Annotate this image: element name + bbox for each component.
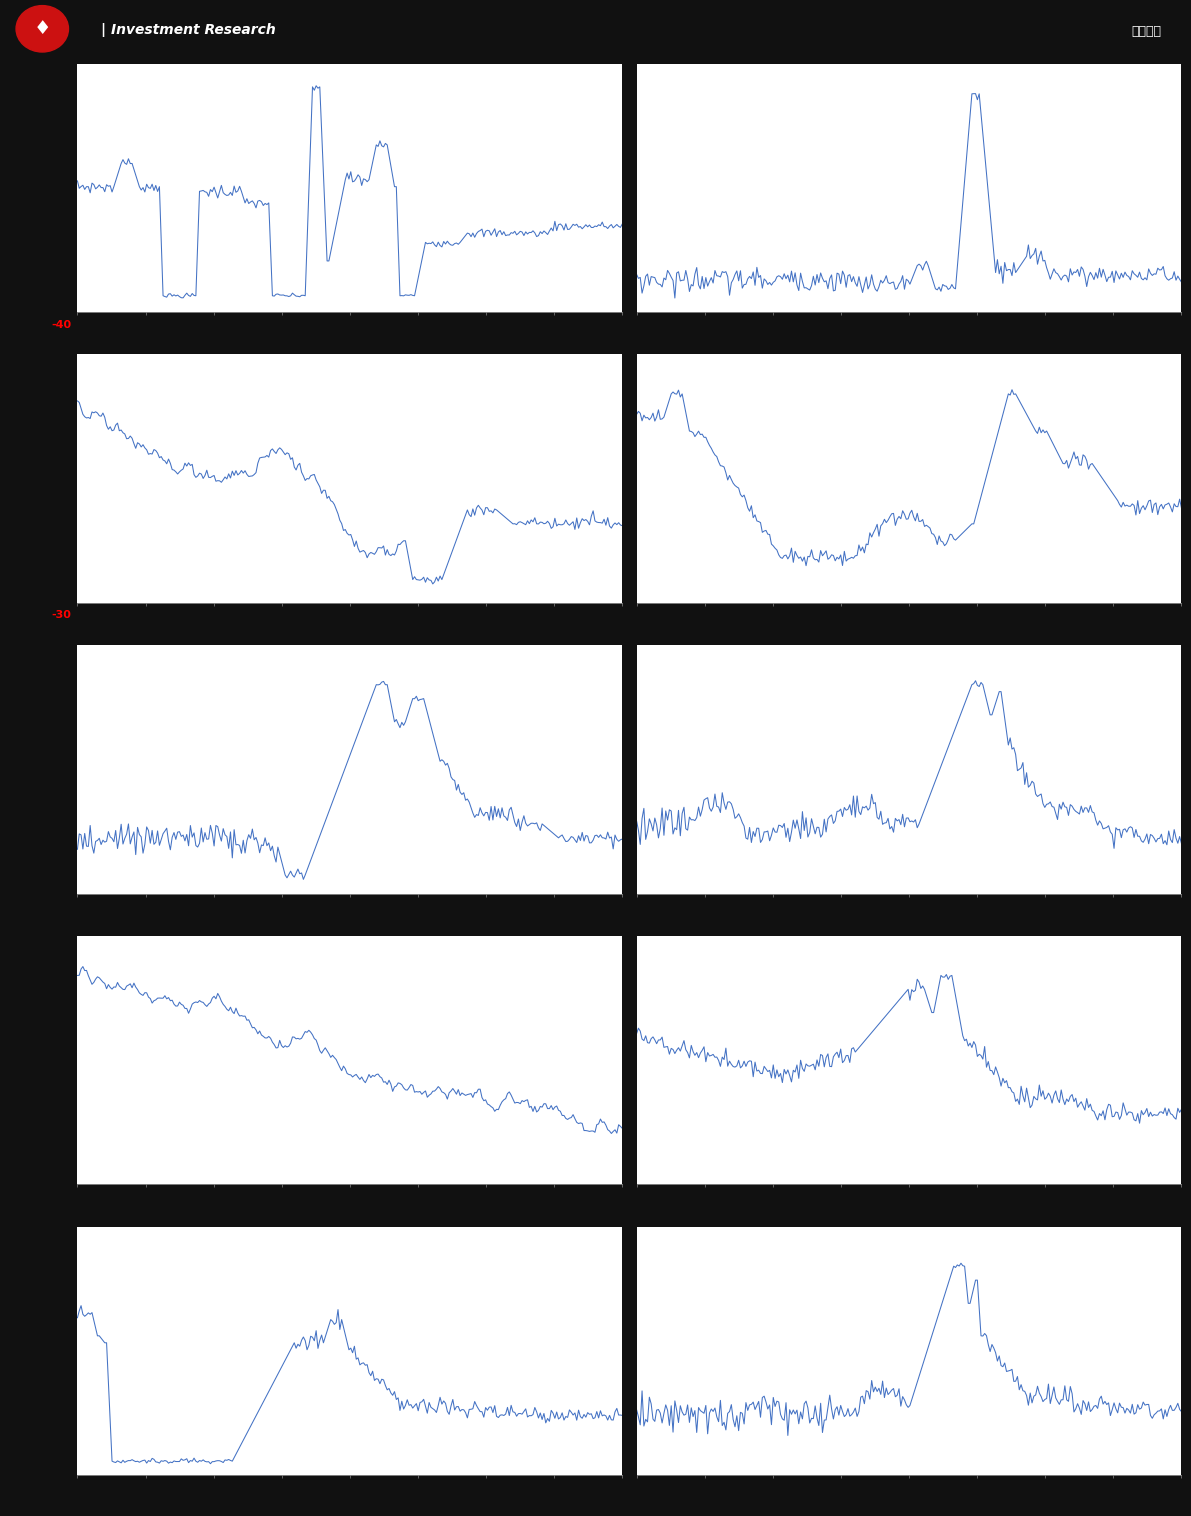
Text: | Investment Research: | Investment Research — [101, 23, 276, 36]
Text: 估値周报: 估値周报 — [1131, 26, 1161, 38]
Text: -40: -40 — [51, 320, 71, 329]
Ellipse shape — [15, 6, 68, 52]
Text: ♦: ♦ — [33, 20, 51, 38]
Text: -30: -30 — [51, 611, 71, 620]
